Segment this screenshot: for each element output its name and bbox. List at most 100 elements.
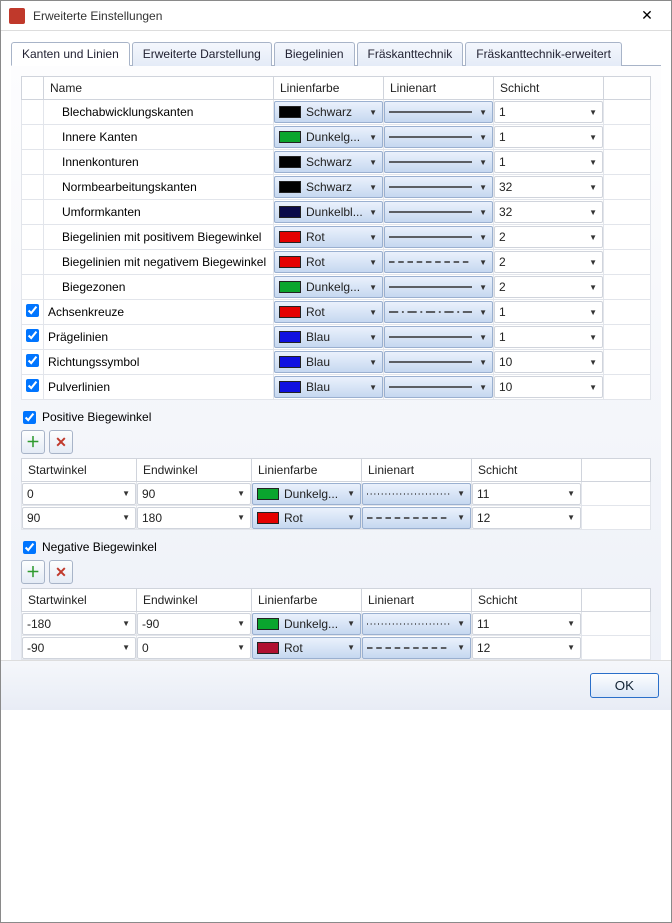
color-combo[interactable]: Blau▼ xyxy=(274,326,383,348)
layer-combo[interactable]: 10▼ xyxy=(494,351,603,373)
line-combo[interactable]: ▼ xyxy=(384,226,493,248)
line-combo[interactable]: ▼ xyxy=(384,326,493,348)
line-combo[interactable]: ▼ xyxy=(384,101,493,123)
row-checkbox[interactable] xyxy=(26,379,39,392)
close-button[interactable]: ✕ xyxy=(627,1,667,30)
layer-combo[interactable]: 1▼ xyxy=(494,151,603,173)
number-value: 90 xyxy=(142,487,234,501)
line-combo[interactable]: ▼ xyxy=(384,251,493,273)
color-combo[interactable]: Dunkelbl...▼ xyxy=(274,201,383,223)
end-cell: 90▼ xyxy=(137,482,252,506)
row-checkbox[interactable] xyxy=(26,329,39,342)
layer-combo[interactable]: 12▼ xyxy=(472,637,581,659)
line-combo[interactable]: ▼ xyxy=(362,483,471,505)
layer-combo[interactable]: 2▼ xyxy=(494,251,603,273)
ok-button[interactable]: OK xyxy=(590,673,659,698)
color-combo[interactable]: Schwarz▼ xyxy=(274,151,383,173)
color-combo[interactable]: Dunkelg...▼ xyxy=(274,276,383,298)
chevron-down-icon: ▼ xyxy=(366,133,380,142)
negative-checkbox[interactable] xyxy=(23,541,36,554)
color-combo[interactable]: Schwarz▼ xyxy=(274,101,383,123)
line-combo[interactable]: ▼ xyxy=(362,637,471,659)
chevron-down-icon: ▼ xyxy=(586,308,600,317)
color-combo[interactable]: Rot▼ xyxy=(274,251,383,273)
name-cell: Achsenkreuze xyxy=(44,300,274,325)
row-checkbox[interactable] xyxy=(26,304,39,317)
color-combo[interactable]: Schwarz▼ xyxy=(274,176,383,198)
chevron-down-icon: ▼ xyxy=(366,158,380,167)
number-combo[interactable]: 90▼ xyxy=(137,483,251,505)
color-combo[interactable]: Dunkelg...▼ xyxy=(252,483,361,505)
layer-combo[interactable]: 11▼ xyxy=(472,483,581,505)
line-combo[interactable]: ▼ xyxy=(384,176,493,198)
number-combo[interactable]: -90▼ xyxy=(22,637,136,659)
line-combo[interactable]: ▼ xyxy=(384,276,493,298)
layer-value: 1 xyxy=(499,105,586,119)
line-combo[interactable]: ▼ xyxy=(384,376,493,398)
number-combo[interactable]: 180▼ xyxy=(137,507,251,529)
positive-add-button[interactable]: ＋ xyxy=(21,430,45,454)
line-combo[interactable]: ▼ xyxy=(362,507,471,529)
chevron-down-icon: ▼ xyxy=(119,619,133,628)
color-swatch xyxy=(279,206,301,218)
line-combo[interactable]: ▼ xyxy=(384,301,493,323)
extra-cell xyxy=(582,506,651,530)
table-row: UmformkantenDunkelbl...▼▼32▼ xyxy=(22,200,651,225)
number-value: -90 xyxy=(27,641,119,655)
number-combo[interactable]: 90▼ xyxy=(22,507,136,529)
pos-col-line: Linienart xyxy=(362,459,472,482)
tab-4[interactable]: Fräskanttechnik-erweitert xyxy=(465,42,622,66)
layer-combo[interactable]: 32▼ xyxy=(494,201,603,223)
negative-delete-button[interactable]: ✕ xyxy=(49,560,73,584)
line-combo[interactable]: ▼ xyxy=(384,151,493,173)
tab-2[interactable]: Biegelinien xyxy=(274,42,355,66)
positive-delete-button[interactable]: ✕ xyxy=(49,430,73,454)
line-combo[interactable]: ▼ xyxy=(362,613,471,635)
row-checkbox[interactable] xyxy=(26,354,39,367)
tab-3[interactable]: Fräskanttechnik xyxy=(357,42,464,66)
tab-0[interactable]: Kanten und Linien xyxy=(11,42,130,66)
positive-checkbox[interactable] xyxy=(23,411,36,424)
layer-value: 1 xyxy=(499,130,586,144)
line-combo[interactable]: ▼ xyxy=(384,201,493,223)
number-combo[interactable]: 0▼ xyxy=(22,483,136,505)
tab-1[interactable]: Erweiterte Darstellung xyxy=(132,42,272,66)
layer-combo[interactable]: 2▼ xyxy=(494,276,603,298)
layer-combo[interactable]: 1▼ xyxy=(494,301,603,323)
layer-combo[interactable]: 11▼ xyxy=(472,613,581,635)
check-cell xyxy=(22,100,44,125)
layer-combo[interactable]: 1▼ xyxy=(494,326,603,348)
titlebar: Erweiterte Einstellungen ✕ xyxy=(1,1,671,31)
color-combo[interactable]: Rot▼ xyxy=(252,507,361,529)
chevron-down-icon: ▼ xyxy=(476,158,490,167)
color-combo[interactable]: Dunkelg...▼ xyxy=(274,126,383,148)
color-label: Blau xyxy=(306,330,366,344)
layer-combo[interactable]: 10▼ xyxy=(494,376,603,398)
table-row: BiegezonenDunkelg...▼▼2▼ xyxy=(22,275,651,300)
layer-combo[interactable]: 12▼ xyxy=(472,507,581,529)
negative-add-button[interactable]: ＋ xyxy=(21,560,45,584)
color-combo[interactable]: Blau▼ xyxy=(274,376,383,398)
neg-col-end: Endwinkel xyxy=(137,589,252,612)
layer-combo[interactable]: 1▼ xyxy=(494,101,603,123)
color-cell: Rot▼ xyxy=(274,300,384,325)
row-name: Achsenkreuze xyxy=(44,300,273,324)
color-combo[interactable]: Blau▼ xyxy=(274,351,383,373)
color-combo[interactable]: Rot▼ xyxy=(274,226,383,248)
number-combo[interactable]: 0▼ xyxy=(137,637,251,659)
color-combo[interactable]: Dunkelg...▼ xyxy=(252,613,361,635)
layer-combo[interactable]: 1▼ xyxy=(494,126,603,148)
line-combo[interactable]: ▼ xyxy=(384,351,493,373)
line-combo[interactable]: ▼ xyxy=(384,126,493,148)
layer-combo[interactable]: 2▼ xyxy=(494,226,603,248)
color-combo[interactable]: Rot▼ xyxy=(274,301,383,323)
color-swatch xyxy=(279,356,301,368)
tabs-area: Kanten und LinienErweiterte DarstellungB… xyxy=(1,31,671,660)
number-combo[interactable]: -90▼ xyxy=(137,613,251,635)
table-row: InnenkonturenSchwarz▼▼1▼ xyxy=(22,150,651,175)
color-combo[interactable]: Rot▼ xyxy=(252,637,361,659)
layer-combo[interactable]: 32▼ xyxy=(494,176,603,198)
name-cell: Richtungssymbol xyxy=(44,350,274,375)
number-combo[interactable]: -180▼ xyxy=(22,613,136,635)
line-preview xyxy=(389,130,472,144)
